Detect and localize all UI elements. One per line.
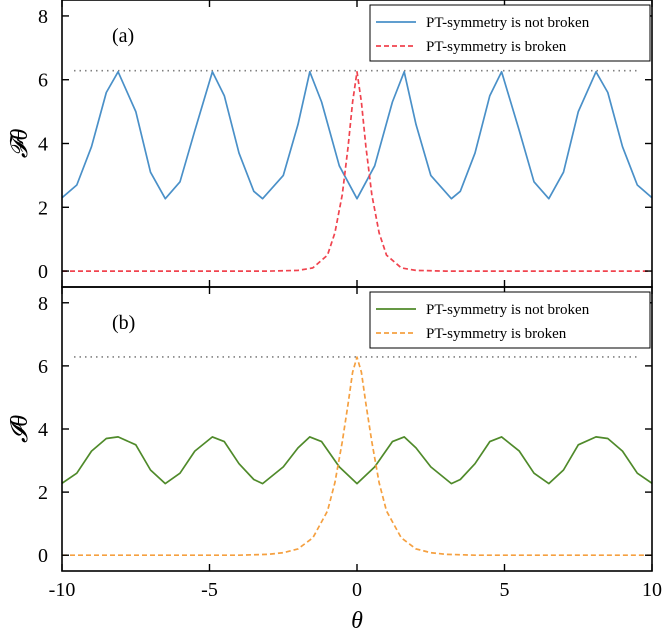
x-tick-label-5: 5	[500, 579, 510, 601]
y-tick-label-a-0: 0	[38, 261, 48, 283]
y-tick-label-a-2: 2	[38, 197, 48, 219]
x-tick-label-10: 10	[642, 579, 662, 601]
y-axis-label-b: 𝓘θ	[7, 415, 33, 443]
y-tick-label-b-6: 6	[38, 356, 48, 378]
series-line-b-2	[62, 356, 652, 557]
legend-label-a-1: PT-symmetry is not broken	[426, 15, 590, 31]
y-tick-label-a-8: 8	[38, 6, 48, 28]
y-tick-label-b-4: 4	[38, 419, 48, 441]
y-tick-label-b-0: 0	[38, 545, 48, 567]
legend-box-b	[369, 291, 651, 349]
panel-a: 0 2 4 6 8 (a) 𝓕θ PT-symmetry is not broken PT-sy…	[7, 0, 653, 288]
legend-label-a-2: PT-symmetry is broken	[426, 39, 567, 55]
series-line-a-2	[62, 70, 652, 272]
x-tick-label-0: 0	[352, 579, 362, 601]
legend-label-b-2: PT-symmetry is broken	[426, 326, 567, 342]
y-tick-label-a-4: 4	[38, 134, 48, 156]
y-tick-label-a-6: 6	[38, 70, 48, 92]
x-tick-label--5: -5	[201, 579, 218, 601]
y-axis-label-a: 𝓕θ	[7, 129, 33, 159]
y-tick-label-b-2: 2	[38, 482, 48, 504]
y-tick-label-b-8: 8	[38, 293, 48, 315]
x-tick-label--10: -10	[49, 579, 76, 601]
legend-box-a	[369, 4, 651, 62]
panel-label-b: (b)	[112, 312, 135, 334]
series-line-a-1	[62, 70, 652, 200]
panel-label-a: (a)	[112, 25, 134, 47]
x-axis-label: θ	[351, 608, 363, 634]
series-line-b-1	[62, 436, 652, 485]
panel-b: 0 2 4 6 8 -10 -5 0 5 10 (b) 𝓘θ PT-symmetry is not br…	[7, 286, 662, 601]
legend-label-b-1: PT-symmetry is not broken	[426, 302, 590, 318]
